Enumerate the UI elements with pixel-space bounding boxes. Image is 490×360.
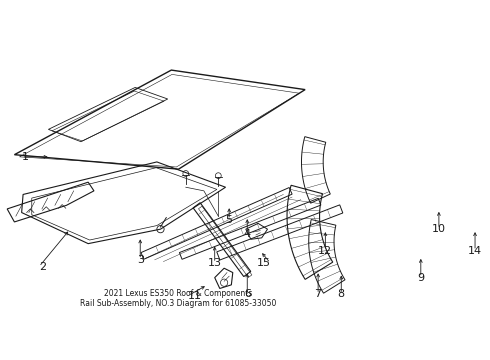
Text: 6: 6 xyxy=(244,289,251,299)
Text: 2: 2 xyxy=(39,262,46,272)
Text: 4: 4 xyxy=(244,229,251,239)
Text: 12: 12 xyxy=(318,246,332,256)
Text: 7: 7 xyxy=(315,289,321,299)
Text: 8: 8 xyxy=(338,289,345,299)
Text: 13: 13 xyxy=(208,258,221,268)
Text: 9: 9 xyxy=(417,273,424,283)
Text: 5: 5 xyxy=(226,215,233,225)
Text: 1: 1 xyxy=(22,152,28,162)
Text: 3: 3 xyxy=(137,255,144,265)
Text: 11: 11 xyxy=(188,291,202,301)
Text: 14: 14 xyxy=(468,246,482,256)
Text: 15: 15 xyxy=(256,258,270,268)
Text: 10: 10 xyxy=(432,224,446,234)
Text: 2021 Lexus ES350 Roof & Components
Rail Sub-Assembly, NO.3 Diagram for 61085-330: 2021 Lexus ES350 Roof & Components Rail … xyxy=(80,289,277,308)
